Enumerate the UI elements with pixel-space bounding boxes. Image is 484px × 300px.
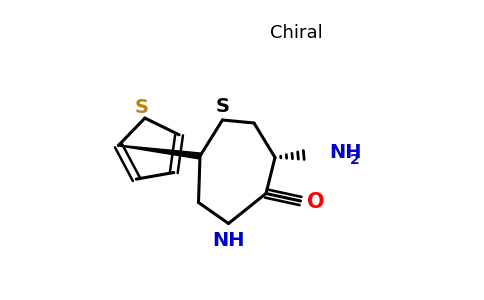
Polygon shape [119, 145, 200, 159]
Text: Chiral: Chiral [270, 24, 322, 42]
Text: NH: NH [329, 143, 362, 163]
Text: O: O [307, 193, 324, 212]
Text: S: S [135, 98, 149, 117]
Text: 2: 2 [349, 153, 359, 166]
Text: S: S [215, 97, 229, 116]
Text: NH: NH [212, 231, 245, 250]
